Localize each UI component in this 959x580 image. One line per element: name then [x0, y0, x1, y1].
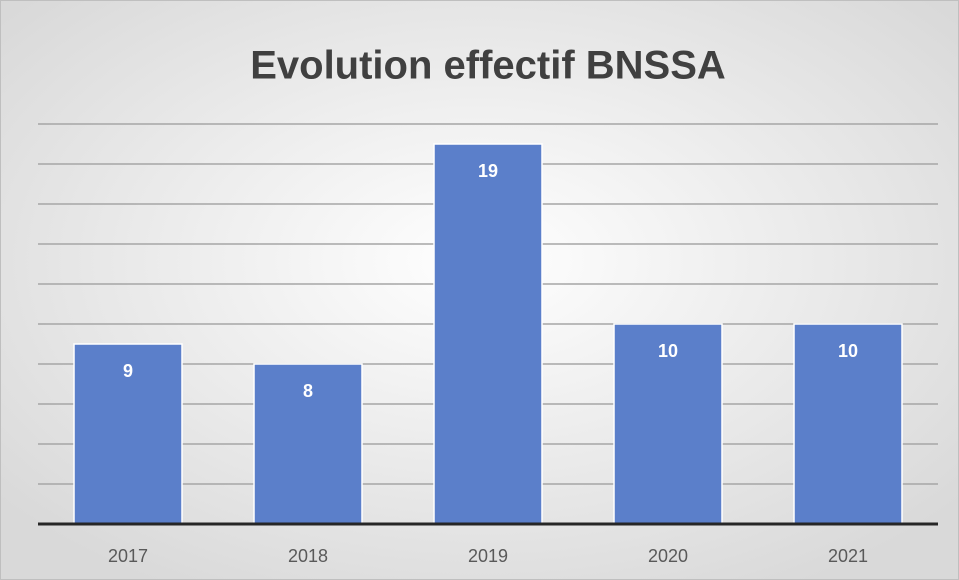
- data-label: 9: [123, 361, 133, 381]
- data-label: 10: [658, 341, 678, 361]
- data-label: 19: [478, 161, 498, 181]
- x-tick-label: 2019: [468, 546, 508, 566]
- chart-title: Evolution effectif BNSSA: [250, 44, 726, 88]
- data-label: 10: [838, 341, 858, 361]
- bar: [433, 143, 543, 525]
- x-tick-label: 2021: [828, 546, 868, 566]
- bar: [253, 363, 363, 525]
- bar: [793, 323, 903, 525]
- bar: [613, 323, 723, 525]
- x-tick-label: 2018: [288, 546, 328, 566]
- x-tick-label: 2020: [648, 546, 688, 566]
- x-tick-label: 2017: [108, 546, 148, 566]
- data-label: 8: [303, 381, 313, 401]
- bar: [73, 343, 183, 525]
